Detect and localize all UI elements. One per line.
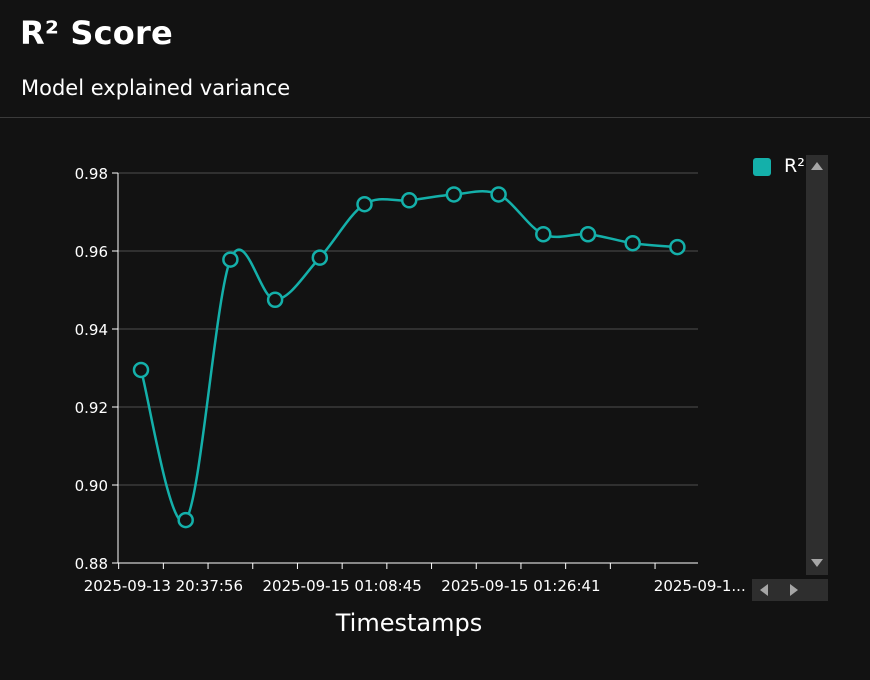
- series-r2: [132, 186, 686, 529]
- x-tick-label: 2025-09-15 01:26:41: [441, 577, 600, 595]
- data-point[interactable]: [266, 291, 284, 308]
- data-point[interactable]: [177, 511, 194, 529]
- chart-subtitle: Model explained variance: [21, 76, 291, 100]
- scroll-left-icon[interactable]: [760, 584, 768, 596]
- scroll-up-icon[interactable]: [811, 162, 823, 170]
- scroll-down-icon[interactable]: [811, 559, 823, 567]
- data-point[interactable]: [669, 238, 686, 256]
- data-point[interactable]: [222, 251, 239, 268]
- axes: 0.88 0.90 0.92 0.94 0.96 0.98 2025-09-13 20:37…: [75, 165, 746, 595]
- x-tick-label: 2025-09-15 01:08:45: [262, 577, 421, 595]
- legend-swatch[interactable]: [753, 158, 771, 176]
- y-tick-label: 0.90: [75, 477, 108, 495]
- y-tick-label: 0.88: [75, 555, 108, 573]
- y-tick-label: 0.92: [75, 399, 108, 417]
- legend: R²: [752, 155, 828, 601]
- y-tick-label: 0.94: [75, 321, 108, 339]
- legend-label[interactable]: R²: [784, 155, 805, 177]
- data-point[interactable]: [445, 186, 463, 203]
- legend-vertical-scrollbar[interactable]: [806, 155, 828, 575]
- scroll-right-icon[interactable]: [790, 584, 798, 596]
- chart-title: R² Score: [20, 14, 173, 52]
- x-tick-label: 2025-09-1...: [654, 577, 746, 595]
- data-point[interactable]: [356, 195, 373, 213]
- data-point[interactable]: [624, 234, 641, 252]
- data-point[interactable]: [535, 225, 552, 243]
- grid-lines: [118, 172, 698, 486]
- data-point[interactable]: [311, 249, 329, 266]
- data-point[interactable]: [132, 361, 150, 379]
- data-point[interactable]: [400, 192, 418, 209]
- series-line-r2: [139, 190, 678, 523]
- chart-header: R² Score Model explained variance: [0, 0, 870, 118]
- data-point[interactable]: [579, 225, 597, 243]
- x-axis-label: Timestamps: [335, 609, 482, 637]
- data-point[interactable]: [490, 186, 507, 203]
- x-tick-label: 2025-09-13 20:37:56: [84, 577, 243, 595]
- y-tick-label: 0.96: [75, 243, 108, 261]
- y-tick-label: 0.98: [75, 165, 108, 183]
- legend-horizontal-scrollbar[interactable]: [752, 579, 828, 601]
